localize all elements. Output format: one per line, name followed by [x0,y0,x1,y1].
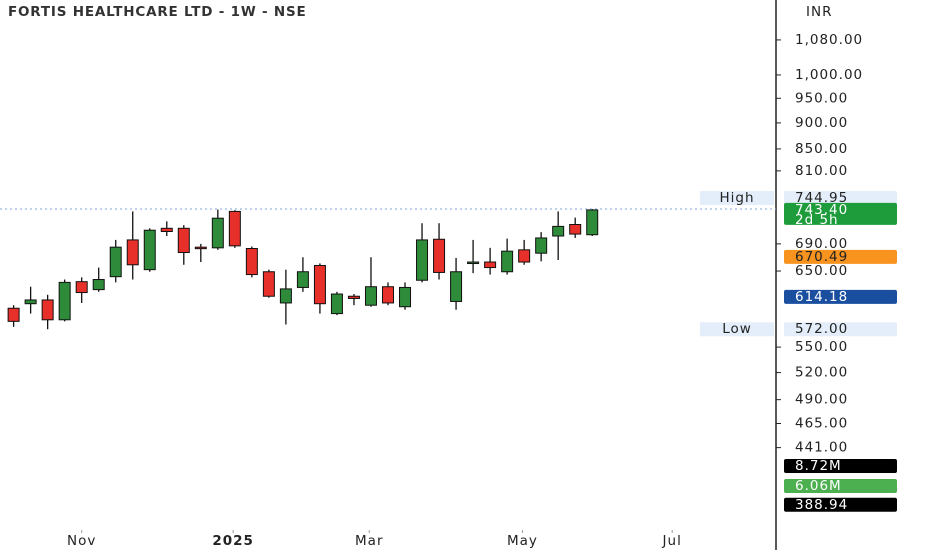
y-tick-label: 950.00 [795,90,848,106]
price-badge-label: 670.49 [795,249,848,265]
candle-body [58,281,71,321]
y-tick-label: 690.00 [795,236,848,252]
chart-title: FORTIS HEALTHCARE LTD - 1W - NSE [8,4,307,20]
candle-body [41,299,54,321]
candle-body [450,271,463,302]
price-badge-sub: 2d 5h [795,212,839,228]
candle-body [126,239,139,266]
y-tick-label: 465.00 [795,416,848,432]
candle-body [262,271,275,297]
candle-body [518,249,531,263]
candle-body [467,261,480,265]
volume-badge [784,479,897,493]
y-tick-label: 550.00 [795,339,848,355]
candle-body [569,223,582,235]
candle-body [535,237,548,254]
x-tick-label: 2025 [212,533,254,549]
x-tick-label: Mar [355,533,383,549]
candle-body [382,286,394,304]
candle-body [364,286,377,306]
tag-box [700,190,774,205]
price-badge-label: 743.40 [795,202,848,218]
candle-body [109,246,122,278]
y-tick-label: 1,080.00 [795,32,863,48]
y-tick-label: 900.00 [795,115,848,131]
volume-badge-label: 8.72M [795,458,842,474]
y-tick-label: 490.00 [795,392,848,408]
price-badge [784,190,897,205]
y-tick-label: 520.00 [795,365,848,381]
y-tick-label: 441.00 [795,440,848,456]
price-badge-label: 744.95 [795,190,848,206]
candle-body [433,238,446,273]
candle-body [194,246,207,250]
candle-body [552,225,565,237]
candle-body [245,248,258,276]
y-tick-label: 850.00 [795,141,848,157]
candle-body [313,264,326,305]
candle-body [7,307,20,322]
y-tick-label: 810.00 [795,163,848,179]
candle-body [586,209,599,236]
candle-body [160,227,173,232]
candle-body [92,279,105,291]
price-badge [784,289,897,304]
y-tick-label: 650.00 [795,263,848,279]
volume-badge-label: 6.06M [795,478,842,494]
price-badge-label: 572.00 [795,321,848,337]
x-tick-label: Nov [67,533,96,549]
candle-body [177,227,190,254]
candle-body [228,210,241,247]
y-tick-label: 1,000.00 [795,67,863,83]
candle-body [211,217,224,249]
tag-label: Low [722,321,752,337]
price-badge-label: 388.94 [795,497,848,513]
candle-body [279,288,292,304]
candle-body [143,229,156,271]
candle-body [399,286,412,308]
candle-body [330,293,343,315]
tag-box [700,322,774,337]
price-badge [784,202,897,225]
price-badge [784,249,897,264]
candle-body [296,271,309,288]
x-tick-label: May [507,533,538,549]
volume-badge [784,459,897,473]
candle-body [347,295,360,299]
price-badge [784,322,897,337]
candle-body [501,250,514,273]
candle-body [75,281,88,294]
price-badge [784,497,897,512]
candle-body [484,261,497,269]
currency: INR [806,4,832,20]
tag-label: High [719,190,754,206]
price-badge-label: 614.18 [795,289,848,305]
candle-body [416,239,429,281]
candle-body [24,299,37,305]
x-tick-label: Jul [662,533,682,549]
